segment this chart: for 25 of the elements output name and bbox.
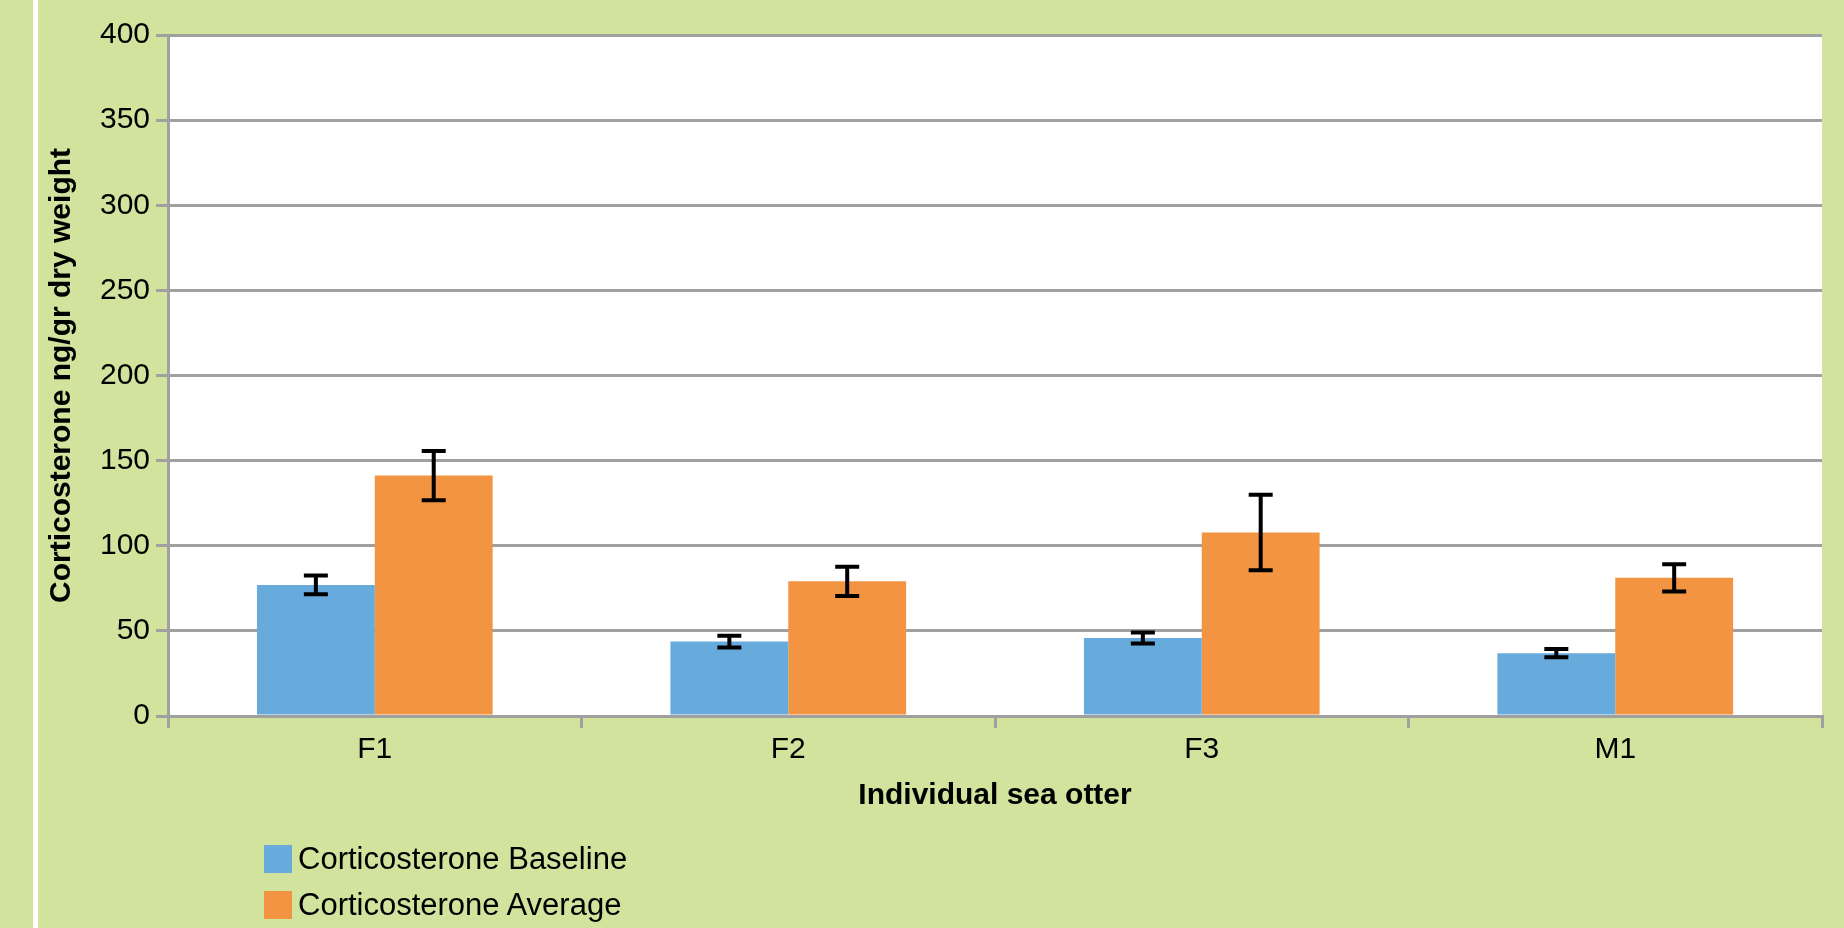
y-tick-label: 50	[116, 612, 151, 646]
y-tick-label: 150	[99, 441, 151, 475]
bar	[256, 584, 375, 715]
x-tick-label: F3	[1184, 731, 1220, 765]
x-tick-label: F2	[770, 731, 806, 765]
legend-label: Corticosterone Average	[298, 887, 622, 923]
y-tick-label: 250	[99, 271, 151, 305]
x-tick-label: F1	[357, 731, 393, 765]
y-tick-label: 400	[99, 16, 151, 50]
bar	[1083, 638, 1202, 715]
bar	[1615, 577, 1734, 715]
bar	[788, 581, 907, 715]
bar	[1497, 653, 1616, 715]
y-tick-label: 300	[99, 186, 151, 220]
bar	[374, 475, 493, 715]
legend-label: Corticosterone Baseline	[298, 841, 628, 877]
bar	[670, 641, 789, 715]
bar	[1201, 532, 1320, 715]
y-tick-label: 350	[99, 101, 151, 135]
y-tick-label: 200	[99, 356, 151, 390]
y-tick-label: 0	[133, 697, 151, 731]
y-tick-label: 100	[99, 527, 151, 561]
y-axis-title: Corticosterone ng/gr dry weight	[43, 147, 77, 604]
x-tick-label: M1	[1594, 731, 1637, 765]
x-axis-title: Individual sea otter	[858, 777, 1133, 811]
